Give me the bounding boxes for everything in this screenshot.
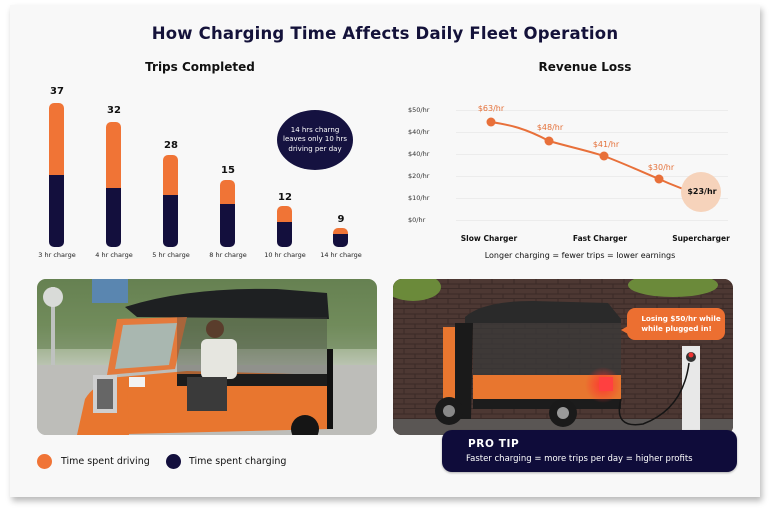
point-label: $41/hr	[592, 140, 620, 149]
bubble-line: Losing $50/hr while	[641, 314, 721, 323]
note-line: leaves only 10 hrs	[283, 135, 347, 144]
legend-charging-label: Time spent charging	[189, 456, 287, 467]
bar-10hr	[277, 206, 292, 247]
x-category: Supercharger	[672, 234, 730, 243]
revenue-chart-title: Revenue Loss	[538, 60, 632, 74]
photo-charging-rickshaw	[393, 279, 733, 435]
bar-segment-charging	[277, 222, 292, 247]
photo-driving-rickshaw	[37, 279, 377, 435]
bar-label: 8 hr charge	[209, 251, 247, 259]
trips-chart-title: Trips Completed	[145, 60, 255, 74]
bar-4hr	[106, 122, 121, 247]
bar-segment-charging	[333, 234, 348, 247]
bar-label: 14 hr charge	[320, 251, 362, 259]
losing-revenue-speech-bubble: Losing $50/hr while while plugged in!	[621, 308, 725, 340]
bar-value: 32	[107, 105, 121, 116]
page-title: How Charging Time Affects Daily Fleet Op…	[151, 24, 619, 43]
bar-label: 5 hr charge	[152, 251, 190, 259]
bar-segment-charging	[163, 195, 178, 247]
bar-8hr	[220, 180, 235, 247]
revenue-caption: Longer charging = fewer trips = lower ea…	[484, 251, 676, 260]
pro-tip-text: Faster charging = more trips per day = h…	[466, 454, 693, 464]
note-line: driving per day	[288, 144, 342, 153]
y-tick: $40/hr	[408, 128, 430, 136]
bar-value: 9	[337, 214, 345, 225]
charging-note-bubble: 14 hrs charng leaves only 10 hrs driving…	[277, 110, 353, 170]
pro-tip-box: PRO TIP Faster charging = more trips per…	[442, 430, 737, 472]
y-tick: $50/hr	[408, 106, 430, 114]
gridline	[456, 176, 728, 177]
bubble-line: while plugged in!	[641, 324, 712, 333]
bar-segment-charging	[220, 204, 235, 247]
bar-value: 37	[50, 86, 64, 97]
gridline	[456, 198, 728, 199]
y-tick: $40/hr	[408, 150, 430, 158]
x-category: Slow Charger	[460, 234, 518, 243]
point-label: $30/hr	[647, 163, 675, 172]
bar-label: 4 hr charge	[95, 251, 133, 259]
charging-illustration	[393, 279, 733, 435]
y-tick: $10/hr	[408, 194, 430, 202]
highlight-point-label: $23/hr	[687, 187, 717, 196]
bar-value: 15	[221, 165, 235, 176]
bar-3hr	[49, 103, 64, 247]
bar-label: 3 hr charge	[38, 251, 76, 259]
gridline	[456, 154, 728, 155]
gridline	[456, 220, 728, 221]
bar-value: 12	[278, 192, 292, 203]
bar-segment-driving	[333, 228, 348, 234]
gridline	[456, 110, 728, 111]
bar-segment-driving	[106, 122, 121, 188]
legend-charging-swatch	[166, 454, 181, 469]
bar-segment-charging	[106, 188, 121, 247]
bar-segment-driving	[49, 103, 64, 175]
x-category: Fast Charger	[572, 234, 628, 243]
y-tick: $0/hr	[408, 216, 426, 224]
bar-value: 28	[164, 140, 178, 151]
point-label: $63/hr	[477, 104, 505, 113]
bar-segment-driving	[277, 206, 292, 222]
gridline	[456, 132, 728, 133]
rickshaw-illustration	[37, 279, 377, 435]
note-line: 14 hrs charng	[290, 125, 340, 134]
bar-label: 10 hr charge	[264, 251, 306, 259]
bar-segment-driving	[163, 155, 178, 195]
bar-5hr	[163, 155, 178, 247]
y-tick: $20/hr	[408, 172, 430, 180]
point-label: $48/hr	[536, 123, 564, 132]
bar-segment-driving	[220, 180, 235, 204]
bar-14hr	[333, 228, 348, 247]
pro-tip-heading: PRO TIP	[468, 438, 520, 450]
legend-driving-swatch	[37, 454, 52, 469]
legend-driving-label: Time spent driving	[61, 456, 150, 467]
bar-segment-charging	[49, 175, 64, 247]
